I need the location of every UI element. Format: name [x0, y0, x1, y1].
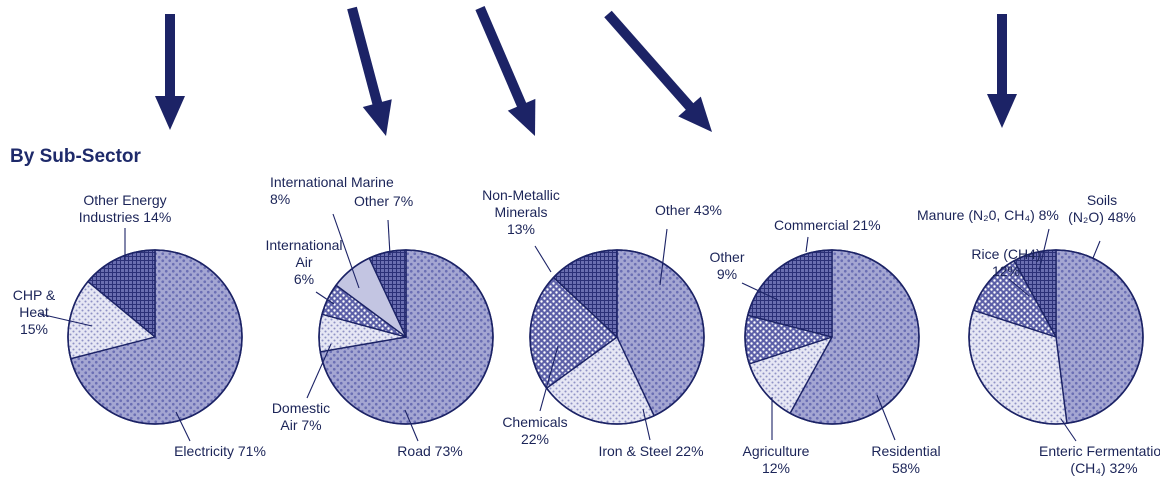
- arrow-3: [475, 6, 536, 136]
- pie4-leader-4: [805, 236, 809, 253]
- pie-chart-4: Residential 58% Agriculture 12% Other 9% Comme…: [709, 217, 940, 476]
- pie2-leader-5: [387, 219, 391, 256]
- pie2-label-5: Other 7%: [354, 193, 413, 209]
- pie-chart-3: Other 43% Iron & Steel 22% Chemicals 22% Non…: [482, 187, 722, 459]
- arrow-2: [347, 6, 392, 136]
- pie4-leader-1: [876, 394, 896, 441]
- pie2-leader-3: [315, 291, 335, 305]
- pie3-label-1: Other 43%: [655, 202, 722, 218]
- pie3-leader-2: [642, 408, 651, 441]
- pie1-label-1: Electricity 71%: [174, 443, 266, 459]
- pie4-outline: [744, 249, 920, 425]
- pie2-outline: [318, 249, 494, 425]
- pie4-label-1: Residential 58%: [871, 443, 940, 476]
- pie-chart-2: Road 73% Domestic Air 7% International Air 6%…: [265, 174, 494, 459]
- pie1-label-3: Other Energy Industries 14%: [79, 192, 172, 225]
- pie2-leader-1: [404, 409, 419, 442]
- pie4-label-3: Other 9%: [709, 249, 744, 282]
- pie5-leader-2: [1060, 418, 1077, 442]
- pie1-label-2: CHP & Heat 15%: [13, 287, 56, 337]
- pie5-leader-4: [1038, 228, 1050, 272]
- arrow-4: [604, 10, 712, 132]
- pie4-label-2: Agriculture 12%: [743, 443, 810, 476]
- pie2-leader-2: [306, 343, 332, 399]
- pie4-label-4: Commercial 21%: [774, 217, 881, 233]
- pie2-label-4: International Marine 8%: [270, 174, 394, 207]
- pie5-slice-1: [1055, 249, 1144, 425]
- arrows-group: [155, 6, 1017, 136]
- pie2-leader-4: [332, 213, 360, 289]
- pie3-leader-1: [659, 228, 668, 286]
- pie3-leader-3: [539, 345, 559, 412]
- sub-sector-heading: By Sub-Sector: [10, 146, 141, 167]
- pie-chart-1: Electricity 71% CHP & Heat 15% Other Energy I…: [13, 192, 266, 459]
- pie3-label-4: Non-Metallic Minerals 13%: [482, 187, 560, 237]
- pie2-label-1: Road 73%: [397, 443, 462, 459]
- pie3-label-3: Chemicals 22%: [502, 414, 567, 447]
- pie3-leader-4: [534, 245, 552, 273]
- pie5-label-3: Rice (CH4) 12%: [971, 246, 1040, 279]
- arrow-5: [987, 14, 1017, 128]
- pie5-label-4: Manure (N₂0, CH₄) 8%: [917, 207, 1059, 223]
- pie1-outline: [67, 249, 243, 425]
- pie5-label-2: Enteric Fermentation (CH₄) 32%: [1039, 443, 1160, 476]
- pie4-leader-3: [741, 282, 779, 301]
- pie5-leader-3: [1008, 278, 1030, 297]
- pie3-outline: [529, 249, 705, 425]
- pie1-leader-1: [175, 411, 191, 442]
- pie5-leader-1: [1092, 240, 1101, 259]
- pie-chart-5: Soils (N₂O) 48% Enteric Fermentation (CH₄) …: [917, 192, 1160, 476]
- pies-group: Electricity 71% CHP & Heat 15% Other Energy I…: [13, 174, 1160, 476]
- pie3-label-2: Iron & Steel 22%: [598, 443, 703, 459]
- arrow-1: [155, 14, 185, 130]
- pie5-label-1: Soils (N₂O) 48%: [1068, 192, 1136, 225]
- pie2-label-3: International Air 6%: [265, 237, 342, 287]
- pie1-leader-2: [39, 313, 93, 327]
- pie2-label-2: Domestic Air 7%: [272, 400, 330, 433]
- pie5-outline: [968, 249, 1144, 425]
